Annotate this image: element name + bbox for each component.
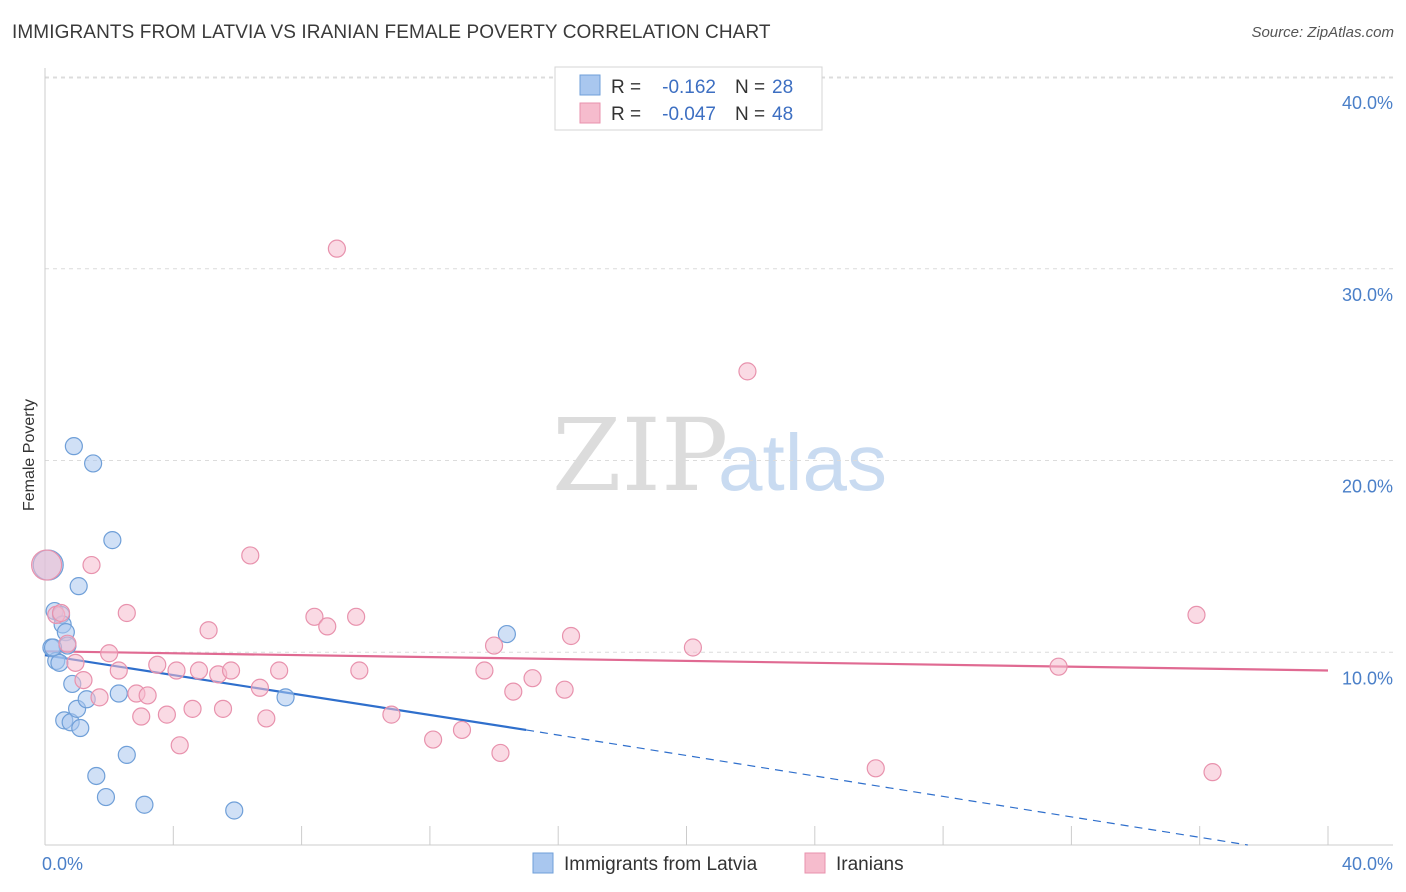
iranians-point-2 <box>51 603 71 623</box>
iranians-point-20 <box>199 621 218 640</box>
iranians-point-19 <box>189 661 209 680</box>
latvia-point-24 <box>225 801 244 820</box>
legend-top: R = -0.162 N = 28 R = -0.047 N = 48 <box>554 66 823 131</box>
iranians-point-29 <box>318 617 337 636</box>
series-latvia-points <box>32 437 516 820</box>
iranians-point-30 <box>327 239 346 258</box>
iranians-point-36 <box>475 661 494 680</box>
iranians-point-13 <box>138 686 157 705</box>
series-iranians-points <box>31 239 1222 782</box>
iranians-point-47 <box>1187 605 1206 625</box>
chart-title: IMMIGRANTS FROM LATVIA VS IRANIAN FEMALE… <box>12 22 771 43</box>
legend-latvia-n-value: 28 <box>772 77 793 98</box>
legend-swatch-latvia <box>579 74 601 96</box>
iranians-point-40 <box>523 669 542 688</box>
watermark-atlas: atlas <box>718 418 887 507</box>
iranians-point-9 <box>109 661 128 680</box>
legend-bottom-label-latvia: Immigrants from Latvia <box>564 854 758 875</box>
legend-latvia-r-value: -0.162 <box>662 77 716 98</box>
latvia-point-26 <box>497 624 516 644</box>
y-axis-label: Female Poverty <box>21 399 38 511</box>
iranians-point-31 <box>347 607 366 626</box>
iranians-point-43 <box>683 638 703 657</box>
iranians-point-26 <box>257 709 276 728</box>
iranians-point-17 <box>170 736 189 755</box>
legend-bottom-swatch-iranians <box>804 852 826 874</box>
latvia-point-15 <box>71 718 90 738</box>
iranians-point-38 <box>491 743 510 763</box>
iranians-point-32 <box>350 661 369 680</box>
iranians-point-39 <box>504 682 523 701</box>
iranians-point-18 <box>183 699 202 718</box>
legend-latvia-n-label: N = <box>735 77 765 98</box>
latvia-point-18 <box>87 766 106 786</box>
iranians-point-23 <box>221 661 241 680</box>
legend-iranians-n-value: 48 <box>772 104 793 125</box>
latvia-point-20 <box>103 531 122 550</box>
iranians-point-45 <box>866 759 885 778</box>
iranians-point-25 <box>250 678 270 697</box>
latvia-point-17 <box>84 454 103 473</box>
iranians-point-6 <box>82 555 101 575</box>
legend-bottom-swatch-latvia <box>532 852 554 874</box>
latvia-point-23 <box>135 795 154 814</box>
legend-latvia-r-label: R = <box>611 77 641 98</box>
iranians-point-3 <box>58 634 77 653</box>
iranians-point-34 <box>424 730 443 749</box>
latvia-point-14 <box>69 577 88 596</box>
iranians-point-15 <box>157 705 176 724</box>
legend-iranians-r-value: -0.047 <box>662 104 716 125</box>
iranians-point-16 <box>167 661 186 680</box>
iranians-point-42 <box>561 626 581 646</box>
chart-source: Source: ZipAtlas.com <box>1251 24 1394 41</box>
axes <box>44 68 1393 846</box>
iranians-point-7 <box>90 688 109 707</box>
iranians-point-4 <box>66 653 85 672</box>
iranians-point-22 <box>213 699 233 718</box>
legend-bottom: Immigrants from Latvia Iranians <box>532 852 904 875</box>
iranians-point-5 <box>74 670 93 690</box>
iranians-point-37 <box>484 636 504 655</box>
y-tick-label-10: 10.0% <box>1342 668 1393 688</box>
iranians-point-0 <box>31 549 63 581</box>
latvia-point-4 <box>50 653 69 672</box>
latvia-point-19 <box>96 787 116 807</box>
iranians-point-27 <box>270 661 289 680</box>
latvia-point-21 <box>109 684 128 703</box>
iranians-point-33 <box>382 705 401 724</box>
trend-line-latvia-extension <box>526 729 1248 846</box>
legend-iranians-r-label: R = <box>611 104 641 125</box>
iranians-point-10 <box>117 603 136 623</box>
x-tick-label-min: 0.0% <box>42 854 83 874</box>
legend-swatch-iranians <box>579 102 601 124</box>
iranians-point-24 <box>241 546 260 565</box>
iranians-point-8 <box>100 644 119 663</box>
iranians-point-44 <box>738 362 757 381</box>
x-tick-label-max: 40.0% <box>1342 854 1393 874</box>
grid-lines <box>45 76 1393 653</box>
y-tick-label-30: 30.0% <box>1342 285 1393 305</box>
y-tick-labels: 10.0% 20.0% 30.0% 40.0% <box>1342 93 1393 688</box>
iranians-point-35 <box>452 720 472 740</box>
legend-bottom-label-iranians: Iranians <box>836 854 904 875</box>
iranians-point-14 <box>148 655 167 674</box>
latvia-point-25 <box>276 688 295 707</box>
legend-iranians-n-label: N = <box>735 104 765 125</box>
latvia-point-12 <box>64 437 83 456</box>
latvia-point-22 <box>117 745 136 764</box>
watermark-zip: ZIP <box>552 397 728 514</box>
y-tick-label-40: 40.0% <box>1342 93 1393 113</box>
iranians-point-46 <box>1049 657 1068 676</box>
iranians-point-48 <box>1203 763 1222 782</box>
trend-line-iranians <box>44 650 1329 672</box>
iranians-point-41 <box>555 680 574 699</box>
iranians-point-28 <box>305 607 324 626</box>
iranians-point-12 <box>132 707 151 726</box>
y-tick-label-20: 20.0% <box>1342 477 1393 497</box>
